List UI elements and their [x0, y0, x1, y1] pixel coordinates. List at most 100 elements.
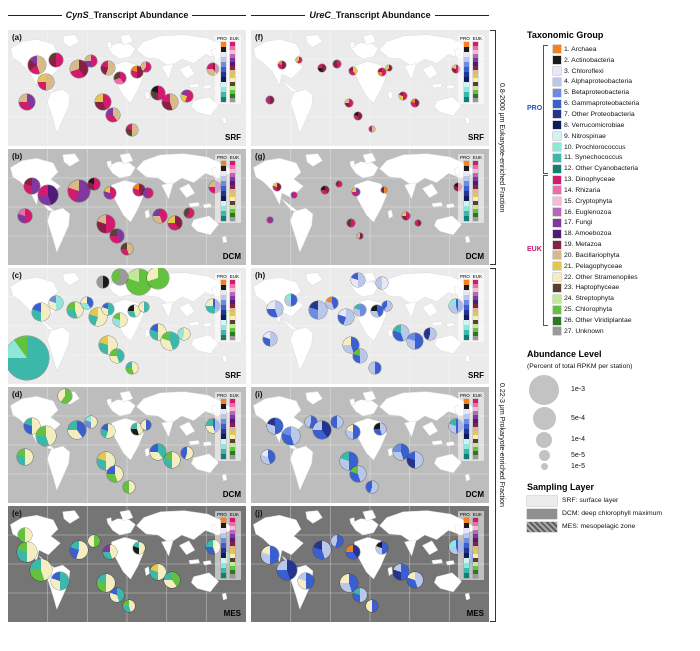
station-pie: [130, 422, 143, 435]
abundance-title: Abundance Level: [527, 348, 602, 359]
panel-layer-label: MES: [223, 609, 241, 618]
colorbar-segment: [472, 542, 478, 546]
colorbar-segment: [463, 295, 469, 300]
colorbar-segment: [472, 574, 478, 578]
colorbar-segment: [220, 538, 226, 543]
colorbar-segment: [463, 538, 469, 543]
legend-item: 26. Other Viridiplantae: [553, 315, 697, 326]
colorbar-segment: [463, 196, 469, 201]
colorbar-segment: [220, 523, 226, 528]
colorbar-segment: [229, 169, 235, 173]
station-pie: [96, 215, 115, 234]
pro-colorbar: [463, 518, 469, 578]
colorbar-segment: [463, 434, 469, 439]
abundance-section: Abundance Level (Percent of total RPKM p…: [527, 349, 697, 470]
station-pie: [111, 269, 128, 286]
legend-item: 21. Pelagophyceae: [553, 261, 697, 272]
station-pie: [371, 304, 384, 317]
colorbar-segment: [229, 538, 235, 542]
colorbar-segment: [220, 528, 226, 533]
station-pie: [17, 528, 32, 542]
legend-item: 27. Unknown: [553, 326, 697, 337]
mini-pro-label: PRO: [216, 393, 227, 398]
taxonomy-title: Taxonomic Group: [527, 30, 604, 40]
colorbar-segment: [220, 206, 226, 211]
legend-item: 19. Metazoa: [553, 239, 697, 250]
colorbar-segment: [220, 186, 226, 191]
legend-item: 3. Chloroflexi: [553, 66, 697, 77]
station-pie: [8, 336, 50, 381]
colorbar-segment: [229, 42, 235, 46]
station-pie: [107, 466, 124, 482]
colorbar-segment: [229, 566, 235, 570]
abundance-circle-wrap: [527, 462, 561, 470]
station-pie: [346, 219, 355, 228]
station-pie: [351, 272, 366, 287]
colorbar-segment: [472, 197, 478, 201]
mini-pro-label: PRO: [459, 155, 470, 160]
station-pie: [330, 415, 343, 428]
abundance-level-row: 1e-5: [527, 462, 697, 470]
colorbar-segment: [463, 161, 469, 166]
colorbar-segment: [229, 431, 235, 435]
mini-euk-label: EUK: [229, 36, 239, 41]
station-pie: [320, 185, 329, 194]
colorbar-segment: [229, 189, 235, 193]
colorbar-segment: [472, 320, 478, 324]
colorbar-segment: [229, 300, 235, 304]
colorbar-segment: [220, 335, 226, 340]
mini-legend-bars: [460, 42, 482, 102]
colorbar-segment: [229, 70, 235, 74]
colorbar-segment: [229, 209, 235, 213]
legend-item: 2. Actinobacteria: [553, 55, 697, 66]
colorbar-segment: [463, 558, 469, 563]
colorbar-segment: [472, 427, 478, 431]
colorbar-segment: [220, 82, 226, 87]
colorbar-segment: [220, 181, 226, 186]
legend-item: 7. Other Proteobacteria: [553, 109, 697, 120]
station-pie: [27, 55, 46, 74]
colorbar-segment: [472, 554, 478, 558]
colorbar-segment: [229, 181, 235, 185]
abundance-level-row: 1e-3: [527, 374, 697, 405]
colorbar-segment: [220, 543, 226, 548]
colorbar-segment: [220, 449, 226, 454]
taxon-label: 10. Prochlorococcus: [564, 143, 626, 151]
legend-item: 12. Other Cyanobacteria: [553, 163, 697, 174]
mini-euk-label: EUK: [229, 274, 239, 279]
station-pie: [282, 426, 301, 445]
panel-layer-label: SRF: [225, 371, 241, 380]
colorbar-segment: [472, 407, 478, 411]
colorbar-segment: [229, 399, 235, 403]
legend-item: 20. Bacillariophyta: [553, 250, 697, 261]
pro-colorbar: [463, 42, 469, 102]
taxon-color-swatch: [553, 121, 561, 130]
euk-colorbar: [229, 280, 235, 340]
colorbar-segment: [229, 280, 235, 284]
colorbar-segment: [472, 86, 478, 90]
mini-euk-label: EUK: [472, 274, 482, 279]
legend-item: 24. Streptophyta: [553, 293, 697, 304]
colorbar-segment: [463, 543, 469, 548]
colorbar-segment: [229, 213, 235, 217]
colorbar-segment: [220, 47, 226, 52]
colorbar-segment: [472, 173, 478, 177]
colorbar-segment: [472, 415, 478, 419]
taxon-color-swatch: [553, 240, 561, 249]
colorbar-segment: [220, 97, 226, 102]
mini-legend-labels: PRO EUK: [460, 274, 482, 279]
colorbar-segment: [472, 185, 478, 189]
station-pie: [96, 452, 115, 471]
colorbar-segment: [229, 526, 235, 530]
legend-item: 11. Synechococcus: [553, 152, 697, 163]
colorbar-segment: [220, 454, 226, 459]
station-pie: [70, 541, 89, 560]
colorbar-segment: [472, 292, 478, 296]
taxon-label: 23. Haptophyceae: [564, 284, 620, 292]
station-pie: [178, 328, 191, 341]
legend-item: 6. Gammaproteobacteria: [553, 98, 697, 109]
taxon-color-swatch: [553, 67, 561, 76]
sampling-layer-row: SRF: surface layer: [527, 495, 697, 506]
colorbar-segment: [220, 305, 226, 310]
colorbar-segment: [472, 193, 478, 197]
